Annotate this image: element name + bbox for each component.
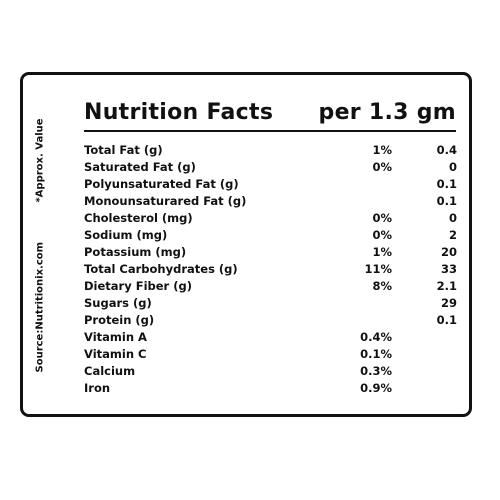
nutrient-row: Sodium (mg) 0% 2 <box>84 228 464 245</box>
nutrient-name: Protein (g) <box>84 313 155 327</box>
serving-size: per 1.3 gm <box>318 100 456 125</box>
daily-value-percent: 11% <box>364 262 392 276</box>
nutrient-name: Polyunsaturated Fat (g) <box>84 177 239 191</box>
nutrient-row: Calcium 0.3% <box>84 364 464 381</box>
daily-value-percent: 0% <box>372 160 392 174</box>
nutrient-row: Dietary Fiber (g) 8% 2.1 <box>84 279 464 296</box>
daily-value-percent: 1% <box>372 143 392 157</box>
nutrient-row: Total Carbohydrates (g) 11% 33 <box>84 262 464 279</box>
nutrient-name: Cholesterol (mg) <box>84 211 193 225</box>
label-header: Nutrition Facts per 1.3 gm <box>84 100 456 132</box>
nutrient-amount: 0 <box>448 160 457 174</box>
source-note: Source:Nutritionix.com <box>34 241 46 373</box>
daily-value-percent: 0% <box>372 228 392 242</box>
daily-value-percent: 0.3% <box>360 364 392 378</box>
nutrient-amount: 2 <box>448 228 457 242</box>
nutrient-amount: 2.1 <box>436 279 457 293</box>
nutrient-row: Saturated Fat (g) 0% 0 <box>84 160 464 177</box>
nutrient-amount: 33 <box>440 262 457 276</box>
daily-value-percent: 0.4% <box>360 330 392 344</box>
nutrient-amount: 20 <box>440 245 457 259</box>
daily-value-percent: 0.1% <box>360 347 392 361</box>
nutrient-row: Vitamin C 0.1% <box>84 347 464 364</box>
nutrient-row: Iron 0.9% <box>84 381 464 398</box>
nutrient-row: Polyunsaturated Fat (g) 0.1 <box>84 177 464 194</box>
nutrient-name: Vitamin A <box>84 330 147 344</box>
nutrient-name: Saturated Fat (g) <box>84 160 196 174</box>
approx-value-note: *Approx. Value <box>34 118 46 203</box>
daily-value-percent: 0.9% <box>360 381 392 395</box>
nutrient-name: Vitamin C <box>84 347 147 361</box>
label-title: Nutrition Facts <box>84 100 274 125</box>
nutrient-row: Cholesterol (mg) 0% 0 <box>84 211 464 228</box>
nutrient-row: Monounsaturared Fat (g) 0.1 <box>84 194 464 211</box>
nutrient-name: Monounsaturared Fat (g) <box>84 194 247 208</box>
nutrient-name: Dietary Fiber (g) <box>84 279 192 293</box>
nutrient-row: Vitamin A 0.4% <box>84 330 464 347</box>
nutrient-amount: 0.4 <box>436 143 457 157</box>
nutrient-amount: 29 <box>440 296 457 310</box>
nutrient-name: Total Fat (g) <box>84 143 163 157</box>
nutrient-amount: 0.1 <box>436 313 457 327</box>
daily-value-percent: 1% <box>372 245 392 259</box>
nutrient-name: Sugars (g) <box>84 296 152 310</box>
daily-value-percent: 8% <box>372 279 392 293</box>
daily-value-percent: 0% <box>372 211 392 225</box>
nutrient-name: Total Carbohydrates (g) <box>84 262 238 276</box>
nutrient-amount: 0.1 <box>436 194 457 208</box>
nutrient-name: Calcium <box>84 364 136 378</box>
nutrient-rows: Total Fat (g) 1% 0.4 Saturated Fat (g) 0% 0 Po… <box>84 143 464 398</box>
nutrient-name: Potassium (mg) <box>84 245 187 259</box>
nutrition-label-box <box>20 72 472 417</box>
nutrient-name: Iron <box>84 381 111 395</box>
nutrient-row: Sugars (g) 29 <box>84 296 464 313</box>
nutrient-amount: 0 <box>448 211 457 225</box>
nutrient-row: Total Fat (g) 1% 0.4 <box>84 143 464 160</box>
nutrient-name: Sodium (mg) <box>84 228 168 242</box>
nutrient-row: Protein (g) 0.1 <box>84 313 464 330</box>
nutrient-amount: 0.1 <box>436 177 457 191</box>
nutrient-row: Potassium (mg) 1% 20 <box>84 245 464 262</box>
